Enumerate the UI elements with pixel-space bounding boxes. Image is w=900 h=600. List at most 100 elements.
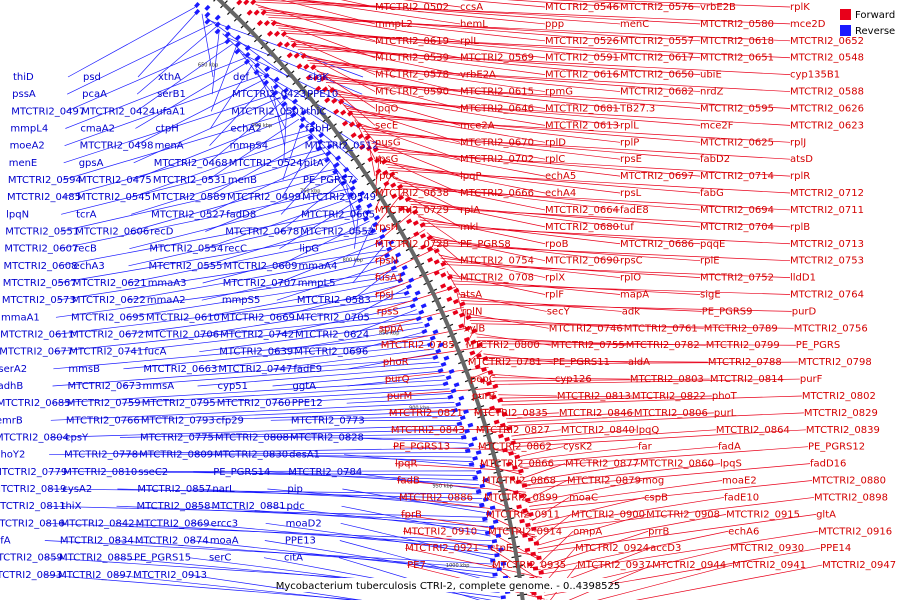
forward-label-line [541,530,819,575]
forward-gene-label: MTCTRI2_0924 [575,543,649,554]
reverse-feature [403,290,410,296]
reverse-gene-label: MTCTRI2_0695 [71,312,145,323]
reverse-feature [214,14,221,21]
forward-gene-label: MTCTRI2_0866 [480,459,554,470]
reverse-label-line [125,274,400,318]
forward-gene-label: secE [375,120,398,131]
reverse-feature [204,18,211,25]
reverse-gene-label: menB [228,175,257,186]
reverse-feature [432,329,439,335]
reverse-label-line [344,437,468,444]
reverse-gene-label: pitA [304,158,324,169]
forward-feature [493,419,500,425]
reverse-feature [424,322,431,328]
forward-feature [348,121,356,128]
reverse-gene-label: serB1 [157,89,186,100]
forward-gene-label: lldD1 [790,273,816,284]
forward-gene-label: MTCTRI2_0921 [405,543,479,554]
forward-gene-label: MTCTRI2_0682 [620,87,694,98]
reverse-label-line [134,78,266,146]
forward-label-line [337,96,701,126]
forward-gene-label: ompA [573,526,602,537]
reverse-gene-label: fadD8 [226,209,256,220]
forward-feature [359,144,366,151]
forward-label-line [421,222,701,245]
reverse-label-line [208,20,364,78]
ruler-label: 650 kbp [198,62,218,68]
forward-feature [273,30,281,37]
reverse-gene-label: cfp29 [216,415,244,426]
forward-label-line [363,131,701,160]
reverse-gene-label: MTCTRI2_0423 [232,89,306,100]
forward-gene-label: atsA [460,290,482,301]
reverse-gene-label: MTCTRI2_0497 [11,106,85,117]
reverse-gene-label: MTCTRI2_0913 [133,570,207,581]
forward-label-line [270,19,376,59]
reverse-gene-label: MTCTRI2_0857 [137,484,211,495]
forward-gene-label: MTCTRI2_0704 [700,222,774,233]
forward-gene-label: prrB [648,526,669,537]
forward-feature [440,261,447,267]
reverse-feature [309,120,316,127]
forward-label-line [508,412,804,427]
forward-gene-label: MTCTRI2_0822 [632,391,706,402]
forward-gene-label: MTCTRI2_0800 [466,340,540,351]
forward-gene-label: mce2A [460,120,495,131]
forward-gene-label: MTCTRI2_0944 [652,560,726,571]
forward-feature [502,447,508,453]
forward-label-line [295,0,461,25]
forward-feature [525,522,531,528]
forward-gene-label: lpqP [460,171,482,182]
forward-gene-label: rplL [620,120,639,131]
reverse-label-line [119,429,464,438]
forward-label-line [348,110,621,143]
reverse-feature [381,227,388,233]
forward-gene-label: nusG [375,137,401,148]
forward-feature [446,296,453,302]
reverse-gene-label: MTCTRI2_0809 [139,450,213,461]
reverse-feature [479,463,486,469]
reverse-gene-label: recC [224,244,247,255]
forward-gene-label: MTCTRI2_0886 [399,492,473,503]
reverse-feature [494,553,500,558]
forward-gene-label: MTCTRI2_0694 [700,205,774,216]
forward-feature [498,433,504,439]
reverse-label-line [66,40,230,112]
forward-feature [300,53,307,60]
legend-label-reverse: Reverse [855,26,895,37]
forward-feature [510,440,517,446]
forward-label-line [469,320,704,329]
forward-label-line [378,306,465,329]
forward-gene-label: MTCTRI2_0539 [375,53,449,64]
forward-label-line [540,530,729,571]
forward-label-line [374,248,436,278]
forward-gene-label: MTCTRI2_0569 [460,53,534,64]
forward-gene-label: rplO [620,273,641,284]
forward-gene-label: MTCTRI2_0937 [577,560,651,571]
forward-label-line [506,412,634,420]
reverse-gene-label: MTCTRI2_0605 [301,209,375,220]
forward-label-line [404,194,461,228]
forward-feature [406,218,413,225]
forward-gene-label: rpoB [545,239,569,250]
reverse-feature [272,83,279,90]
reverse-gene-label: MTCTRI2_0663 [143,364,217,375]
reverse-gene-label: desA1 [289,450,320,461]
reverse-gene-label: MTCTRI2_0742 [220,330,294,341]
reverse-gene-label: gpsA [79,158,104,169]
genome-backbone-arc [216,0,525,600]
reverse-gene-label: MTCTRI2_0858 [137,501,211,512]
forward-gene-label: MTCTRI2_0546 [545,2,619,13]
reverse-label-line [273,348,435,370]
reverse-gene-label: fucA [144,347,166,358]
forward-feature [484,391,491,397]
forward-feature [404,196,411,203]
forward-feature [270,20,277,27]
forward-feature [253,9,260,16]
forward-feature [389,171,396,178]
forward-gene-label: fadA [718,442,741,453]
forward-feature [276,41,284,48]
forward-feature [522,508,528,513]
reverse-gene-label: MTCTRI2_0707 [223,278,297,289]
forward-gene-label: pepC [470,374,496,385]
